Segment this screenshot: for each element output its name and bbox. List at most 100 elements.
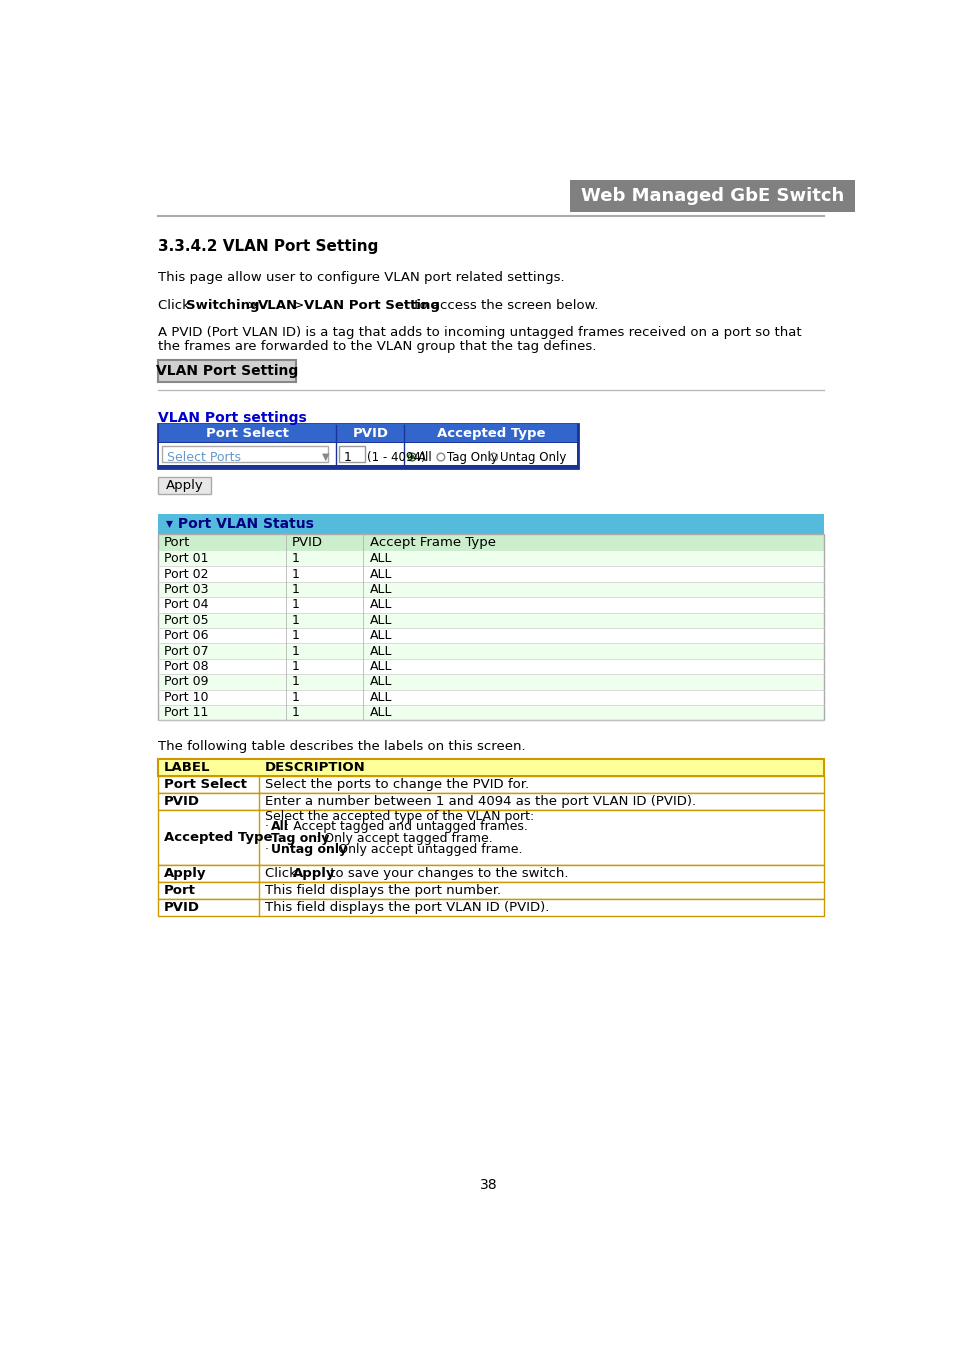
- Text: 1: 1: [292, 613, 299, 627]
- Text: Enter a number between 1 and 4094 as the port VLAN ID (PVID).: Enter a number between 1 and 4094 as the…: [265, 794, 696, 808]
- FancyBboxPatch shape: [158, 477, 211, 494]
- Text: Tag only: Tag only: [271, 832, 329, 844]
- Text: : Only accept untagged frame.: : Only accept untagged frame.: [330, 843, 522, 857]
- Text: This field displays the port number.: This field displays the port number.: [265, 884, 500, 897]
- Text: 1: 1: [292, 567, 299, 581]
- Text: Untag Only: Untag Only: [499, 450, 565, 463]
- Text: All: All: [418, 450, 433, 463]
- FancyBboxPatch shape: [158, 628, 823, 643]
- Text: : Only accept tagged frame.: : Only accept tagged frame.: [316, 832, 493, 844]
- Text: DESCRIPTION: DESCRIPTION: [265, 761, 365, 774]
- Text: 1: 1: [292, 707, 299, 719]
- Text: Select the ports to change the PVID for.: Select the ports to change the PVID for.: [265, 778, 529, 790]
- Text: 1: 1: [292, 584, 299, 596]
- Text: This field displays the port VLAN ID (PVID).: This field displays the port VLAN ID (PV…: [265, 901, 549, 915]
- Text: 1: 1: [292, 598, 299, 612]
- Text: Untag only: Untag only: [271, 843, 347, 857]
- Text: Accepted Type: Accepted Type: [436, 427, 545, 439]
- Text: VLAN Port Setting: VLAN Port Setting: [304, 299, 440, 312]
- FancyBboxPatch shape: [158, 424, 577, 442]
- Text: 1: 1: [292, 690, 299, 704]
- FancyBboxPatch shape: [158, 705, 823, 720]
- Text: Port 08: Port 08: [164, 661, 209, 673]
- Text: ALL: ALL: [369, 676, 392, 689]
- FancyBboxPatch shape: [158, 513, 823, 534]
- Text: Port: Port: [164, 536, 191, 549]
- Text: ALL: ALL: [369, 690, 392, 704]
- FancyBboxPatch shape: [158, 865, 823, 882]
- Circle shape: [408, 453, 416, 461]
- Text: : Accept tagged and untagged frames.: : Accept tagged and untagged frames.: [285, 820, 527, 834]
- Circle shape: [489, 453, 497, 461]
- Text: Tag Only: Tag Only: [447, 450, 497, 463]
- Circle shape: [436, 453, 444, 461]
- Text: PVID: PVID: [352, 427, 388, 439]
- Text: Port 11: Port 11: [164, 707, 209, 719]
- Text: This page allow user to configure VLAN port related settings.: This page allow user to configure VLAN p…: [158, 272, 564, 285]
- Circle shape: [410, 455, 415, 459]
- Text: 1: 1: [292, 676, 299, 689]
- Text: VLAN: VLAN: [258, 299, 298, 312]
- FancyBboxPatch shape: [158, 689, 823, 705]
- Text: All: All: [271, 820, 289, 834]
- FancyBboxPatch shape: [158, 424, 578, 467]
- Text: ALL: ALL: [369, 553, 392, 565]
- FancyBboxPatch shape: [158, 359, 295, 381]
- Text: VLAN Port settings: VLAN Port settings: [158, 411, 307, 424]
- Text: 38: 38: [479, 1178, 497, 1192]
- FancyBboxPatch shape: [158, 534, 823, 720]
- Text: Click: Click: [265, 867, 301, 880]
- FancyBboxPatch shape: [158, 659, 823, 674]
- Text: Click: Click: [158, 299, 193, 312]
- FancyBboxPatch shape: [158, 898, 823, 916]
- Text: Port Select: Port Select: [164, 778, 247, 790]
- Text: Port 03: Port 03: [164, 584, 209, 596]
- Text: ALL: ALL: [369, 613, 392, 627]
- Text: Accept Frame Type: Accept Frame Type: [369, 536, 495, 549]
- Text: ·: ·: [265, 843, 269, 857]
- Text: Port 01: Port 01: [164, 553, 209, 565]
- FancyBboxPatch shape: [158, 597, 823, 612]
- Text: ALL: ALL: [369, 661, 392, 673]
- Text: 1: 1: [292, 553, 299, 565]
- FancyBboxPatch shape: [158, 551, 823, 566]
- Text: >: >: [289, 299, 309, 312]
- Text: PVID: PVID: [292, 536, 323, 549]
- Text: ·: ·: [265, 832, 269, 844]
- Text: Port 09: Port 09: [164, 676, 209, 689]
- Text: 1: 1: [292, 630, 299, 642]
- Text: Port 02: Port 02: [164, 567, 209, 581]
- Text: 1: 1: [292, 644, 299, 658]
- Text: Port 04: Port 04: [164, 598, 209, 612]
- Text: Apply: Apply: [164, 867, 207, 880]
- Text: ·: ·: [265, 820, 269, 834]
- FancyBboxPatch shape: [158, 674, 823, 689]
- FancyBboxPatch shape: [158, 793, 823, 809]
- FancyBboxPatch shape: [158, 809, 823, 865]
- FancyBboxPatch shape: [158, 759, 823, 775]
- FancyBboxPatch shape: [158, 775, 823, 793]
- Text: ALL: ALL: [369, 584, 392, 596]
- Text: ▼: ▼: [322, 453, 330, 462]
- Text: Apply: Apply: [165, 480, 203, 492]
- Text: ALL: ALL: [369, 644, 392, 658]
- FancyBboxPatch shape: [158, 582, 823, 597]
- FancyBboxPatch shape: [158, 443, 577, 465]
- Text: to save your changes to the switch.: to save your changes to the switch.: [326, 867, 568, 880]
- Text: Port 05: Port 05: [164, 613, 209, 627]
- Text: >: >: [243, 299, 262, 312]
- Text: Select the accepted type of the VLAN port:: Select the accepted type of the VLAN por…: [265, 811, 534, 823]
- FancyBboxPatch shape: [158, 612, 823, 628]
- FancyBboxPatch shape: [158, 566, 823, 582]
- Text: Accepted Type: Accepted Type: [164, 831, 273, 844]
- FancyBboxPatch shape: [570, 180, 855, 212]
- FancyBboxPatch shape: [162, 446, 328, 462]
- Text: Switching: Switching: [186, 299, 259, 312]
- Text: Port Select: Port Select: [206, 427, 288, 439]
- Text: ALL: ALL: [369, 630, 392, 642]
- Text: Select Ports: Select Ports: [167, 450, 241, 463]
- Text: 3.3.4.2 VLAN Port Setting: 3.3.4.2 VLAN Port Setting: [158, 239, 378, 254]
- Text: The following table describes the labels on this screen.: The following table describes the labels…: [158, 739, 525, 753]
- Text: 1: 1: [343, 450, 351, 463]
- Text: (1 - 4094): (1 - 4094): [367, 450, 425, 463]
